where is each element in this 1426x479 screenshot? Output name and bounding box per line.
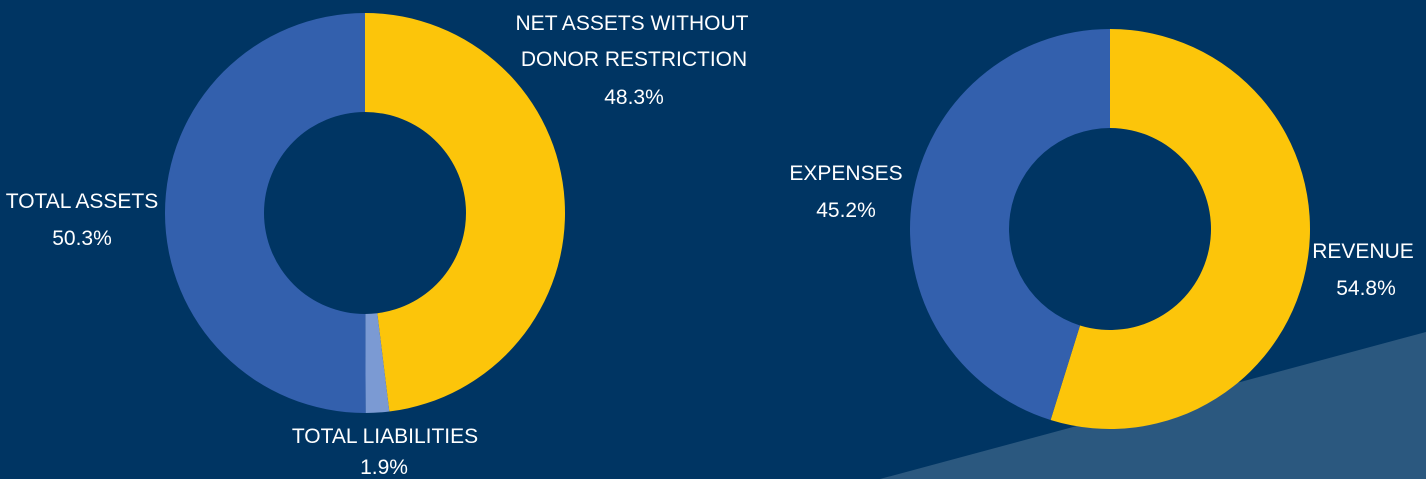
slice-label-net-assets-line-1: NET ASSETS WITHOUT bbox=[516, 12, 749, 35]
slice-label-total-liabilities: TOTAL LIABILITIES bbox=[292, 425, 478, 448]
slice-value-revenue: 54.8% bbox=[1336, 277, 1396, 300]
donut-slice-net-assets bbox=[365, 13, 565, 412]
labels-balance-sheet: NET ASSETS WITHOUT DONOR RESTRICTION 48.… bbox=[6, 12, 749, 479]
slice-value-expenses: 45.2% bbox=[816, 199, 876, 222]
slice-label-revenue: REVENUE bbox=[1312, 240, 1414, 263]
slice-label-expenses: EXPENSES bbox=[789, 162, 902, 185]
slice-value-net-assets: 48.3% bbox=[604, 86, 664, 109]
donut-slice-revenue bbox=[1050, 29, 1310, 429]
slice-value-total-liabilities: 1.9% bbox=[360, 456, 408, 479]
donut-slice-expenses bbox=[909, 29, 1110, 420]
slice-value-total-assets: 50.3% bbox=[52, 227, 112, 250]
labels-revenue-expenses: EXPENSES 45.2% REVENUE 54.8% bbox=[789, 162, 1413, 300]
donut-chart-balance-sheet bbox=[164, 12, 565, 414]
donut-slice-total-liabilities bbox=[365, 313, 390, 413]
slice-label-total-assets: TOTAL ASSETS bbox=[6, 190, 159, 213]
donut-chart-revenue-expenses bbox=[909, 29, 1310, 429]
slice-label-net-assets-line-2: DONOR RESTRICTION bbox=[521, 48, 747, 71]
donut-slice-total-assets bbox=[164, 12, 366, 414]
